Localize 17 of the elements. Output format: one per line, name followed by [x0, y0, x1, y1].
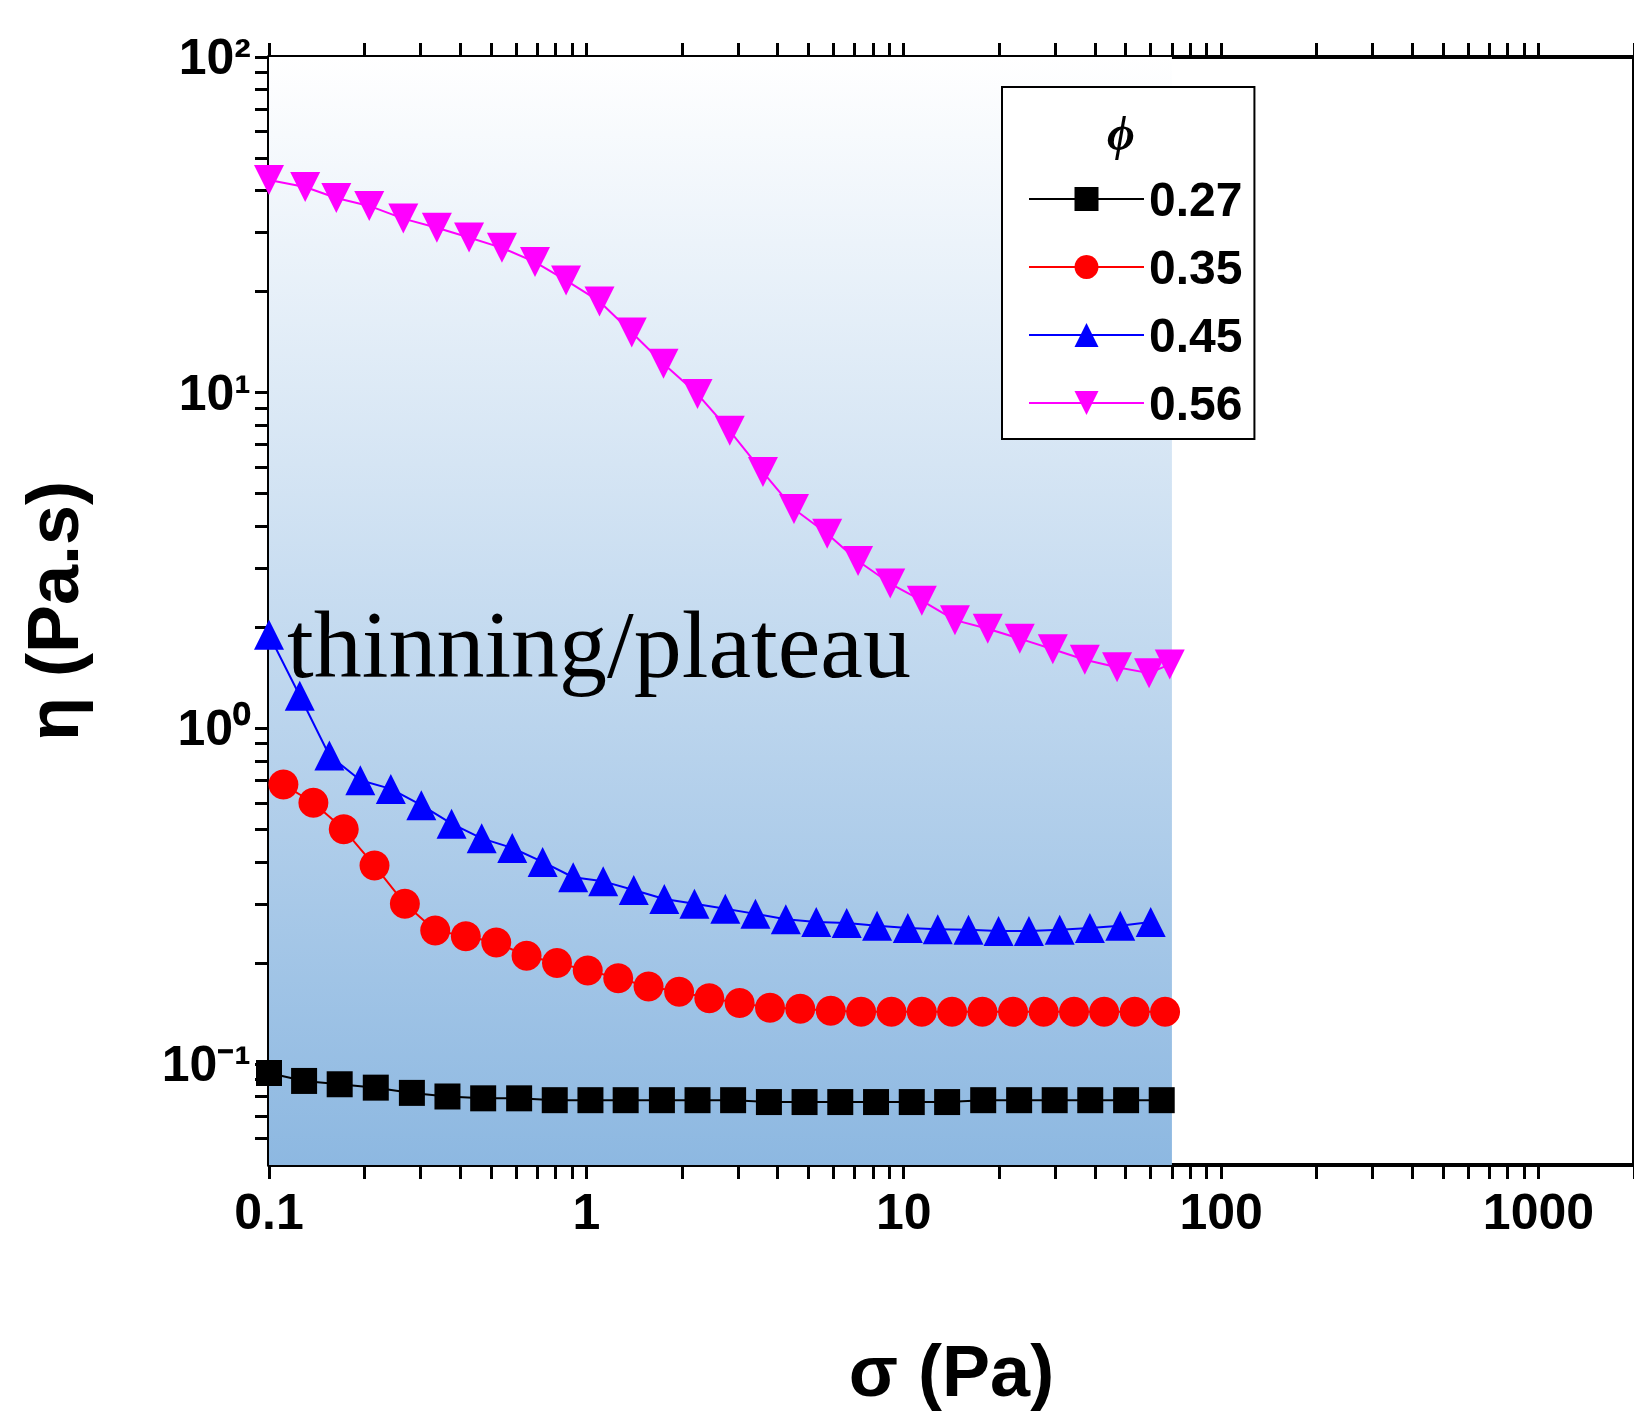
y-tick-label: 10⁻¹	[161, 1035, 251, 1092]
legend-label: 0.35	[1149, 240, 1243, 294]
y-tick-label: 10²	[178, 29, 251, 85]
x-tick-label: 1000	[1482, 1184, 1595, 1240]
x-tick-label: 100	[1179, 1184, 1263, 1240]
x-tick-label: 10	[875, 1184, 932, 1240]
legend-title: ϕ	[1107, 106, 1135, 160]
y-axis-title: η (Pa.s)	[13, 480, 93, 742]
y-tick-label: 10¹	[178, 364, 251, 421]
legend-label: 0.27	[1149, 172, 1243, 226]
y-tick-label: 10⁰	[177, 700, 251, 757]
x-axis-title: σ (Pa)	[848, 1331, 1055, 1411]
x-tick-label: 0.1	[234, 1184, 304, 1240]
x-tick-label: 1	[572, 1184, 601, 1240]
band-label: thinning/plateau	[287, 590, 911, 698]
legend-label: 0.45	[1149, 308, 1243, 362]
legend-label: 0.56	[1149, 376, 1243, 430]
